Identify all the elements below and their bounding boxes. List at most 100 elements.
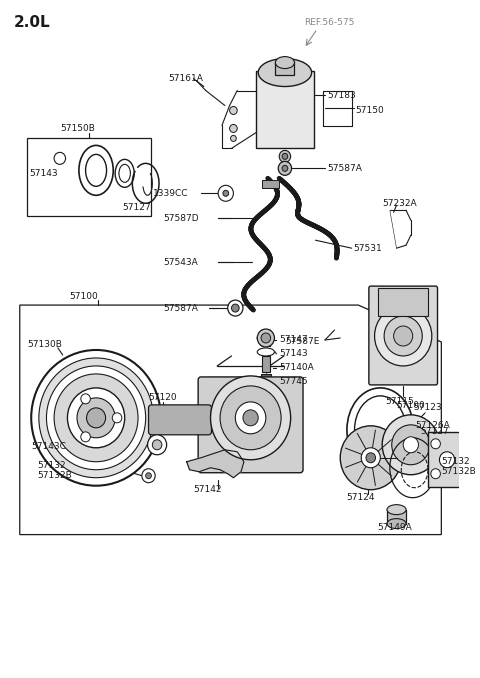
Circle shape [366,453,375,463]
Bar [428,432,466,487]
Bar [276,60,294,75]
Ellipse shape [387,519,406,529]
Text: 57142: 57142 [193,485,222,494]
Text: 57100: 57100 [396,401,425,410]
Circle shape [382,415,439,475]
Bar [256,71,313,148]
Text: 57126A: 57126A [416,421,450,431]
Circle shape [231,304,239,312]
FancyBboxPatch shape [148,405,212,435]
Bar [262,180,279,188]
Ellipse shape [79,145,113,195]
Circle shape [86,408,106,428]
Circle shape [77,398,115,438]
Text: 57183: 57183 [327,91,356,100]
Circle shape [392,425,430,464]
Ellipse shape [119,164,131,182]
Circle shape [152,440,162,450]
Circle shape [54,153,66,164]
Text: 57745: 57745 [279,378,308,386]
Circle shape [31,350,161,485]
Text: 57123: 57123 [414,403,442,412]
Circle shape [384,316,422,356]
Text: 57124: 57124 [346,493,374,502]
Circle shape [54,374,138,462]
Ellipse shape [115,159,134,187]
Circle shape [282,165,288,172]
Text: 57132: 57132 [441,457,470,466]
Circle shape [403,437,419,453]
FancyBboxPatch shape [198,377,303,473]
Text: 57150B: 57150B [60,124,95,133]
Text: 57100: 57100 [70,292,98,300]
Circle shape [81,394,90,404]
Text: 57127: 57127 [123,203,151,212]
Text: 57127: 57127 [420,427,449,437]
Ellipse shape [257,348,275,356]
Text: 57543A: 57543A [163,258,198,266]
Polygon shape [187,450,244,478]
Text: 57132: 57132 [37,461,66,471]
Text: 57232A: 57232A [382,199,417,207]
Text: 57150: 57150 [356,106,384,115]
Circle shape [218,185,233,201]
Ellipse shape [355,396,406,464]
Circle shape [81,432,90,442]
FancyBboxPatch shape [369,286,438,385]
Text: 57587E: 57587E [285,338,319,346]
Bar [261,374,271,383]
Text: 57143: 57143 [279,349,308,359]
Text: 57143: 57143 [29,169,58,178]
Ellipse shape [387,504,406,515]
Bar [378,288,428,316]
Circle shape [278,161,291,176]
Polygon shape [20,305,441,534]
Ellipse shape [85,155,107,186]
Circle shape [279,151,291,162]
Ellipse shape [276,56,294,68]
Circle shape [431,439,440,449]
Circle shape [374,306,432,366]
Circle shape [434,466,445,478]
Circle shape [39,358,153,478]
Text: 57147: 57147 [279,336,308,344]
Circle shape [223,191,228,197]
Circle shape [340,426,401,490]
Circle shape [243,410,258,426]
Circle shape [211,376,291,460]
Ellipse shape [347,388,414,472]
Text: 57587A: 57587A [327,164,362,173]
Bar [387,510,406,523]
Text: 57140A: 57140A [279,363,314,372]
Text: 2.0L: 2.0L [14,15,51,30]
Circle shape [437,468,442,475]
Text: 57143C: 57143C [31,442,66,452]
Circle shape [230,136,236,142]
Circle shape [147,435,167,455]
Bar [262,356,270,372]
Bar [27,138,151,216]
Text: 57587A: 57587A [163,304,198,313]
Text: 1339CC: 1339CC [153,188,189,198]
Circle shape [431,468,440,479]
Circle shape [439,452,455,468]
Circle shape [47,366,145,470]
Text: 57120: 57120 [148,393,177,402]
Text: 57531: 57531 [354,243,383,253]
Circle shape [361,447,380,468]
Circle shape [282,153,288,159]
Circle shape [220,386,281,450]
Text: 57587D: 57587D [163,214,198,223]
Circle shape [229,106,237,115]
Circle shape [261,333,271,343]
Text: 57130B: 57130B [27,340,62,349]
Circle shape [68,388,125,447]
Text: 57149A: 57149A [377,523,412,532]
Circle shape [235,402,266,434]
Text: 57115: 57115 [385,397,414,406]
Text: 57161A: 57161A [168,74,204,83]
Circle shape [145,473,151,479]
Text: 57132B: 57132B [37,471,72,480]
Circle shape [142,468,155,483]
Circle shape [112,413,122,423]
